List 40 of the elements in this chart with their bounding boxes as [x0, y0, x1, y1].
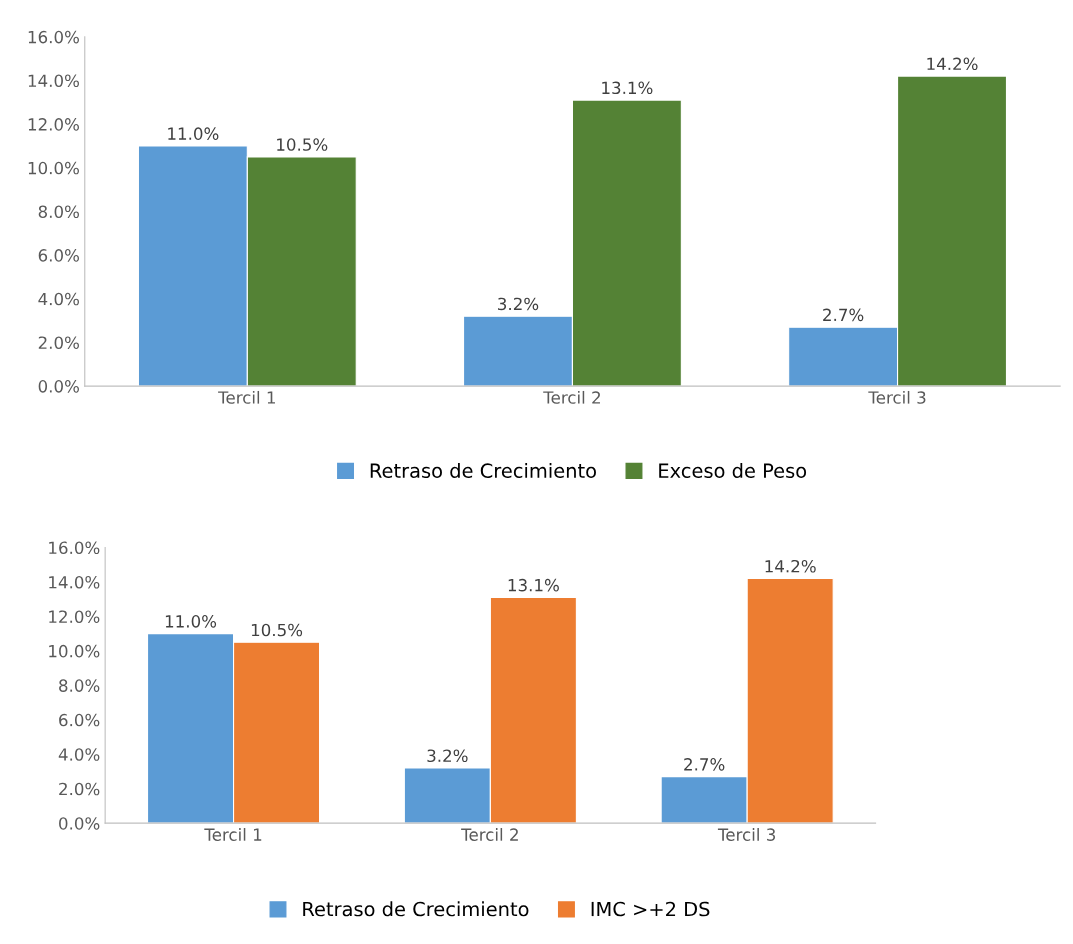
data-label: 10.5%	[251, 623, 303, 637]
data-label: 14.2%	[765, 559, 816, 573]
y-tick-label: 8.0%	[38, 205, 79, 219]
data-label: 11.0%	[168, 127, 219, 140]
data-label: 2.7%	[823, 308, 864, 322]
y-tick-label: 14.0%	[28, 74, 79, 88]
data-label: 2.7%	[684, 758, 725, 771]
data-label: 3.2%	[427, 749, 468, 763]
y-tick-label: 16.0%	[28, 30, 79, 44]
x-tick-label: Tercil 1	[218, 390, 275, 404]
y-tick-label: 10.0%	[28, 161, 79, 175]
y-tick-label: 12.0%	[28, 118, 79, 131]
y-tick-label: 2.0%	[38, 336, 79, 350]
y-tick-label: 4.0%	[58, 748, 100, 761]
y-tick-label: 0.0%	[59, 817, 100, 830]
data-label: 11.0%	[165, 615, 217, 628]
legend-label: Retraso de Crecimiento	[303, 901, 529, 917]
y-tick-label: 10.0%	[49, 644, 100, 658]
legend-label: Retraso de Crecimiento	[370, 462, 596, 479]
y-tick-label: 0.0%	[38, 380, 79, 393]
data-label: 3.2%	[498, 297, 539, 311]
legend-label: Exceso de Peso	[659, 462, 807, 479]
x-tick-label: Tercil 2	[543, 390, 600, 404]
x-tick-label: Tercil 1	[204, 828, 262, 841]
y-tick-label: 2.0%	[59, 782, 100, 796]
y-tick-label: 4.0%	[38, 292, 79, 306]
y-tick-label: 8.0%	[59, 679, 100, 692]
y-tick-label: 6.0%	[59, 713, 100, 727]
x-tick-label: Tercil 2	[461, 828, 518, 841]
x-tick-label: Tercil 3	[717, 828, 776, 841]
data-label: 10.5%	[277, 138, 328, 151]
data-label: 14.2%	[927, 57, 978, 71]
y-tick-label: 14.0%	[49, 575, 100, 589]
y-tick-label: 12.0%	[49, 610, 100, 623]
x-tick-label: Tercil 3	[868, 390, 926, 404]
y-tick-label: 6.0%	[38, 249, 79, 262]
data-label: 13.1%	[602, 81, 653, 95]
y-tick-label: 16.0%	[49, 541, 100, 555]
data-label: 13.1%	[508, 578, 559, 592]
legend-label: IMC >+2 DS	[591, 901, 710, 917]
